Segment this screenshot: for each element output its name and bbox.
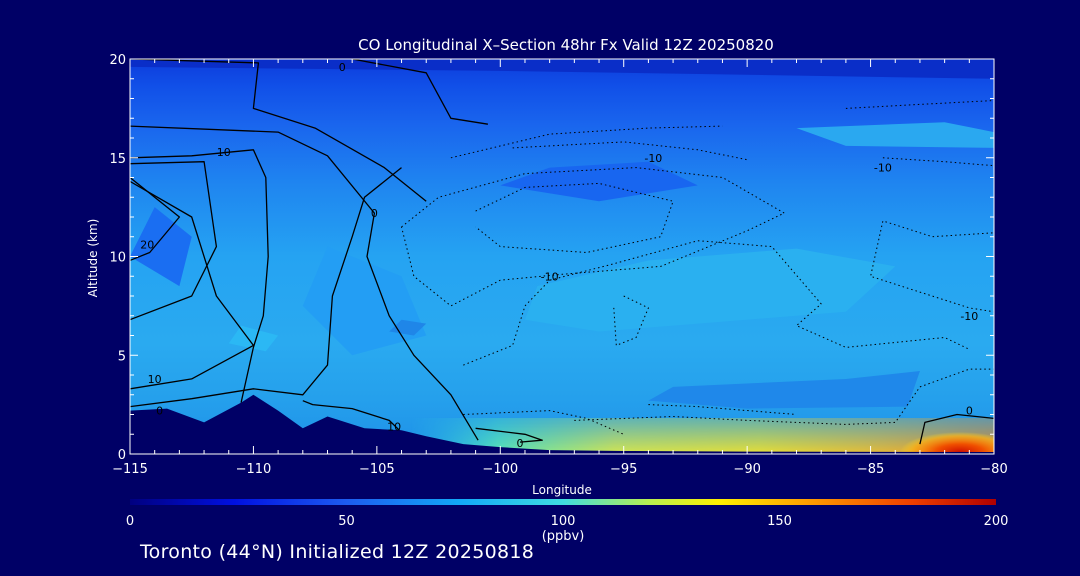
contour-label: 0	[339, 61, 346, 74]
negative-contour-line	[613, 295, 649, 346]
co-patch	[648, 371, 920, 409]
co-patch	[228, 325, 279, 352]
co-patch	[796, 122, 994, 148]
x-tick-label: −90	[733, 462, 760, 477]
colorbar	[130, 499, 996, 505]
co-field-patches	[130, 59, 994, 409]
x-tick-label: −100	[482, 462, 518, 477]
x-axis: −115 −110 −105 −100 −95 −90 −85 −80	[112, 59, 1008, 477]
y-tick-label: 10	[109, 251, 126, 266]
contour-label: -10	[644, 152, 662, 165]
x-tick-label: −105	[359, 462, 395, 477]
positive-contour-line	[130, 176, 181, 262]
contour-label: 10	[217, 146, 231, 159]
colorbar-tick-label: 200	[984, 514, 1009, 529]
colorbar-tick-label: 50	[338, 514, 355, 529]
positive-contour-line	[475, 427, 543, 443]
contour-label: 10	[148, 373, 162, 386]
negative-contour-line	[450, 125, 723, 159]
colorbar-tick-label: 100	[551, 514, 576, 529]
negative-contour-line	[512, 141, 748, 161]
x-tick-label: −85	[857, 462, 884, 477]
positive-contour-line	[130, 161, 218, 321]
positive-contour-line	[130, 167, 402, 408]
contour-label: 0	[966, 405, 973, 418]
x-axis-label: Longitude	[532, 483, 592, 497]
terrain-mask	[130, 394, 994, 454]
contour-label: 0	[517, 437, 524, 450]
positive-contour-line	[130, 59, 427, 202]
x-tick-label: −110	[236, 462, 272, 477]
x-tick-label: −80	[980, 462, 1007, 477]
contour-label: 0	[156, 405, 163, 418]
contour-label: -10	[874, 162, 892, 175]
contour-label: 10	[387, 420, 401, 433]
contour-label: -10	[541, 270, 559, 283]
x-tick-label: −95	[610, 462, 637, 477]
positive-contour-line	[130, 125, 479, 441]
contour-labels: 0 10 20 10 0 0 10 0 -10 -10 -10 -10 0	[140, 61, 978, 450]
negative-contour-line	[463, 410, 624, 435]
y-tick-label: 20	[109, 53, 126, 68]
co-patch	[500, 161, 698, 202]
negative-contour-line	[870, 157, 994, 313]
plot-area	[130, 59, 994, 454]
contour-lines	[130, 59, 994, 445]
y-axis-label: Altitude (km)	[86, 219, 100, 298]
contour-label: 20	[140, 239, 154, 252]
x-tick-label: −115	[112, 462, 148, 477]
colorbar-ticks: 0 50 100 150 200	[126, 514, 1009, 529]
colorbar-tick-label: 0	[126, 514, 134, 529]
positive-contour-line	[352, 59, 489, 125]
co-patch	[130, 59, 994, 79]
co-patch	[524, 248, 896, 332]
negative-contour-line	[463, 240, 970, 366]
y-tick-label: 0	[118, 448, 126, 463]
chart-title: CO Longitudinal X–Section 48hr Fx Valid …	[358, 36, 774, 54]
footer-caption: Toronto (44°N) Initialized 12Z 20250818	[140, 541, 535, 563]
contour-label: -10	[960, 310, 978, 323]
colorbar-tick-label: 150	[767, 514, 792, 529]
positive-contour-line	[302, 400, 402, 433]
y-axis: 0 5 10 15 20	[109, 53, 994, 463]
co-patch	[130, 207, 192, 287]
positive-contour-line	[919, 413, 994, 445]
y-tick-label: 15	[109, 152, 126, 167]
contour-label: 0	[371, 207, 378, 220]
colorbar-unit: (ppbv)	[542, 529, 585, 544]
positive-contour-line	[130, 180, 255, 390]
y-tick-label: 5	[118, 349, 126, 364]
positive-contour-line	[130, 149, 269, 403]
surface-co-maximum	[900, 428, 994, 454]
